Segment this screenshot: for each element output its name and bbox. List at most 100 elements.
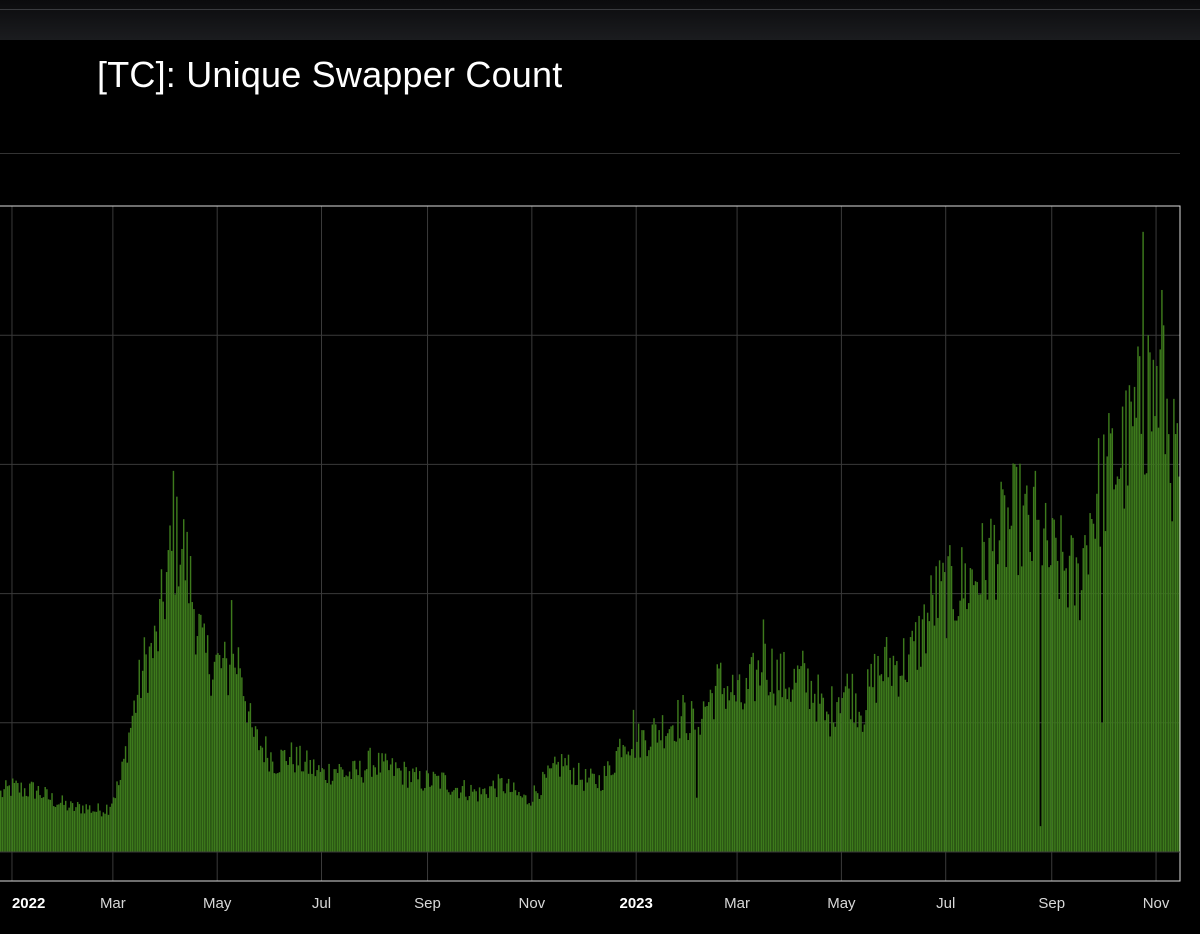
bar	[634, 757, 636, 852]
bar	[535, 791, 537, 852]
bar	[321, 768, 323, 852]
bar	[954, 620, 956, 852]
bar	[369, 747, 371, 852]
bar	[1039, 826, 1042, 852]
bar	[37, 786, 40, 852]
bar	[810, 680, 813, 852]
bar	[949, 545, 951, 852]
bar	[550, 768, 553, 852]
bar	[766, 679, 768, 852]
bar	[528, 803, 530, 852]
bar	[692, 708, 695, 852]
bar	[398, 768, 400, 852]
bar	[666, 733, 669, 852]
bar	[75, 807, 77, 852]
bar	[608, 765, 611, 852]
bar	[1026, 485, 1028, 852]
bar	[805, 692, 807, 852]
bar	[781, 697, 783, 852]
bar	[685, 733, 688, 852]
bar	[1063, 570, 1066, 852]
bar	[853, 723, 855, 852]
bar	[819, 703, 821, 852]
bar	[639, 757, 642, 852]
bar	[1147, 335, 1149, 852]
bar	[1062, 551, 1064, 852]
bar	[636, 741, 638, 852]
bar	[702, 701, 705, 852]
bar	[71, 803, 74, 852]
x-tick-label: Mar	[100, 895, 126, 912]
bar	[1044, 502, 1047, 852]
bar	[367, 750, 370, 852]
bar	[887, 677, 890, 852]
bar	[446, 789, 448, 852]
bar	[424, 787, 426, 852]
bar	[730, 692, 732, 852]
bar	[1032, 486, 1035, 852]
bar	[30, 781, 33, 852]
bar	[504, 793, 506, 852]
bar	[829, 736, 831, 852]
bar	[885, 637, 888, 852]
bar	[555, 764, 558, 852]
bar	[959, 600, 961, 852]
bar	[981, 523, 984, 852]
bar	[1159, 349, 1161, 852]
bar	[354, 760, 356, 852]
bar	[1034, 470, 1037, 852]
bar	[723, 688, 725, 852]
bar	[1003, 495, 1006, 852]
bar	[292, 764, 294, 852]
bar	[595, 784, 597, 852]
bar	[990, 518, 992, 852]
bar	[246, 723, 248, 852]
bar	[653, 718, 655, 852]
bar	[832, 722, 835, 852]
bar	[336, 772, 339, 852]
bar	[711, 693, 713, 852]
bar	[872, 687, 874, 852]
bar	[837, 697, 840, 852]
bar	[632, 709, 635, 852]
bar	[802, 650, 804, 852]
bar	[165, 572, 168, 852]
bar	[578, 762, 580, 852]
bar	[448, 792, 450, 852]
bar	[239, 668, 241, 852]
bar	[174, 594, 176, 852]
bar	[150, 642, 152, 852]
bar	[1096, 493, 1098, 852]
bar	[1091, 519, 1093, 852]
bar	[1173, 398, 1175, 852]
bar	[348, 771, 351, 852]
bar	[427, 773, 429, 852]
bar	[307, 773, 310, 852]
bar	[743, 703, 746, 852]
bar	[285, 761, 288, 852]
bar	[395, 762, 397, 852]
bar	[299, 745, 301, 852]
bar	[477, 801, 479, 852]
bar	[938, 560, 941, 852]
bar	[495, 797, 498, 852]
bar	[64, 800, 67, 852]
bar	[795, 682, 797, 852]
bar	[483, 788, 486, 852]
bar	[1056, 560, 1059, 852]
bar	[757, 660, 760, 852]
bar	[1000, 481, 1002, 852]
bar	[920, 666, 922, 852]
bar	[824, 720, 826, 852]
bar	[439, 788, 441, 852]
bar	[822, 697, 825, 852]
bar	[935, 566, 937, 852]
bar	[1087, 574, 1090, 852]
bar	[342, 769, 344, 852]
bar	[1020, 566, 1023, 852]
bar	[114, 798, 117, 852]
bar	[1050, 565, 1052, 852]
bar	[253, 736, 255, 852]
bar	[82, 805, 84, 852]
bar	[393, 775, 395, 852]
